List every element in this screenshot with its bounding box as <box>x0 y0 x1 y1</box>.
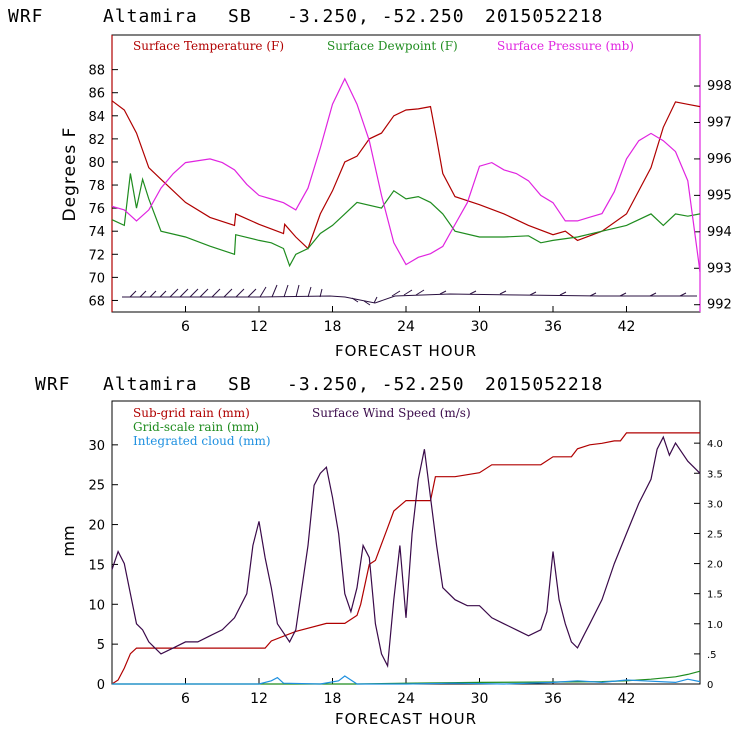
legend-temperature: Surface Temperature (F) <box>133 39 284 53</box>
y-axis-label: Degrees F <box>60 127 80 222</box>
x-tick-label: 36 <box>544 691 562 707</box>
panel-header-date: 2015052218 <box>485 6 603 27</box>
y-tick-label-right: 996 <box>707 152 732 167</box>
x-tick-label: 24 <box>397 691 415 707</box>
x-tick-label: 6 <box>181 319 190 335</box>
y-tick-label-left: 78 <box>88 179 105 194</box>
y-tick-label-left: 86 <box>88 87 105 102</box>
panel-header-date: 2015052218 <box>485 374 603 395</box>
legend-dewpoint: Surface Dewpoint (F) <box>327 39 458 53</box>
y-tick-label-right: 992 <box>707 298 732 313</box>
y-tick-label-left: 70 <box>88 271 105 286</box>
x-tick-label: 18 <box>324 691 342 707</box>
y-tick-label-left: 80 <box>88 156 105 171</box>
panel-header-station: Altamira <box>103 6 198 27</box>
series-surface-pressure-mb <box>111 77 701 272</box>
y-tick-label-right: 3.5 <box>707 469 723 480</box>
legend-pressure: Surface Pressure (mb) <box>497 39 634 53</box>
x-tick-label: 24 <box>397 319 415 335</box>
y-tick-label-right: 2.0 <box>707 560 723 571</box>
y-tick-label-left: 74 <box>88 225 105 240</box>
y-tick-label-left: 82 <box>88 133 105 148</box>
plot-frame <box>111 34 701 313</box>
precipitation-panel: WRF Altamira SB -3.250, -52.250 20150522… <box>35 374 723 728</box>
y-tick-label-left: 68 <box>88 294 105 309</box>
y-tick-label-left: 30 <box>88 439 105 454</box>
x-tick-label: 12 <box>250 319 268 335</box>
x-tick-label: 30 <box>471 691 489 707</box>
panel-header-coords: -3.250, -52.250 <box>287 374 465 395</box>
y-axis-label: mm <box>59 525 78 556</box>
y-tick-label-right: 993 <box>707 261 732 276</box>
x-tick-label: 42 <box>618 319 636 335</box>
legend-wind-speed: Surface Wind Speed (m/s) <box>312 406 471 420</box>
x-axis-label: FORECAST HOUR <box>335 342 477 360</box>
panel-header-model: WRF <box>8 6 44 27</box>
x-axis-label: FORECAST HOUR <box>335 710 477 728</box>
y-tick-label-left: 84 <box>88 110 105 125</box>
x-tick-label: 18 <box>324 319 342 335</box>
y-tick-label-right: 4.0 <box>707 439 723 450</box>
y-tick-label-left: 88 <box>88 64 105 79</box>
x-tick-label: 30 <box>471 319 489 335</box>
y-tick-label-left: 10 <box>88 598 105 613</box>
legend-gridscale-rain: Grid-scale rain (mm) <box>133 420 259 434</box>
x-tick-label: 12 <box>250 691 268 707</box>
wind-barbs <box>122 284 697 306</box>
y-tick-label-right: 0 <box>707 680 713 691</box>
panel-header-station: Altamira <box>103 374 198 395</box>
y-tick-label-right: 994 <box>707 225 732 240</box>
y-tick-label-left: 0 <box>97 678 105 693</box>
series-integrated-cloud-mm <box>112 675 701 685</box>
y-tick-label-right: 1.0 <box>707 620 723 631</box>
temperature-panel: WRF Altamira SB -3.250, -52.250 20150522… <box>8 6 732 360</box>
y-tick-label-right: 998 <box>707 79 732 94</box>
x-tick-label: 36 <box>544 319 562 335</box>
y-tick-label-left: 15 <box>88 558 105 573</box>
series-surface-wind-speed-m-s <box>111 435 701 669</box>
y-tick-label-right: 1.5 <box>707 590 723 601</box>
panel-header-coords: -3.250, -52.250 <box>287 6 465 27</box>
x-tick-label: 42 <box>618 691 636 707</box>
y-tick-label-right: 3.0 <box>707 499 723 510</box>
y-tick-label-right: 2.5 <box>707 529 723 540</box>
y-tick-label-right: 995 <box>707 188 732 203</box>
panel-header-code: SB <box>228 374 252 395</box>
series-surface-dewpoint-f <box>111 173 701 268</box>
y-tick-label-left: 76 <box>88 202 105 217</box>
y-tick-label-right: .5 <box>707 650 717 661</box>
y-tick-label-right: 997 <box>707 115 732 130</box>
legend-subgrid-rain: Sub-grid rain (mm) <box>133 406 250 420</box>
series-surface-temperature-f <box>111 100 701 250</box>
x-tick-label: 6 <box>181 691 190 707</box>
y-tick-label-left: 72 <box>88 248 105 263</box>
panel-header-model: WRF <box>35 374 71 395</box>
y-tick-label-left: 20 <box>88 519 105 534</box>
y-tick-label-left: 25 <box>88 479 105 494</box>
panel-header-code: SB <box>228 6 252 27</box>
y-tick-label-left: 5 <box>97 638 105 653</box>
series-sub-grid-rain-mm <box>111 432 700 685</box>
legend-integrated-cloud: Integrated cloud (mm) <box>133 434 271 448</box>
